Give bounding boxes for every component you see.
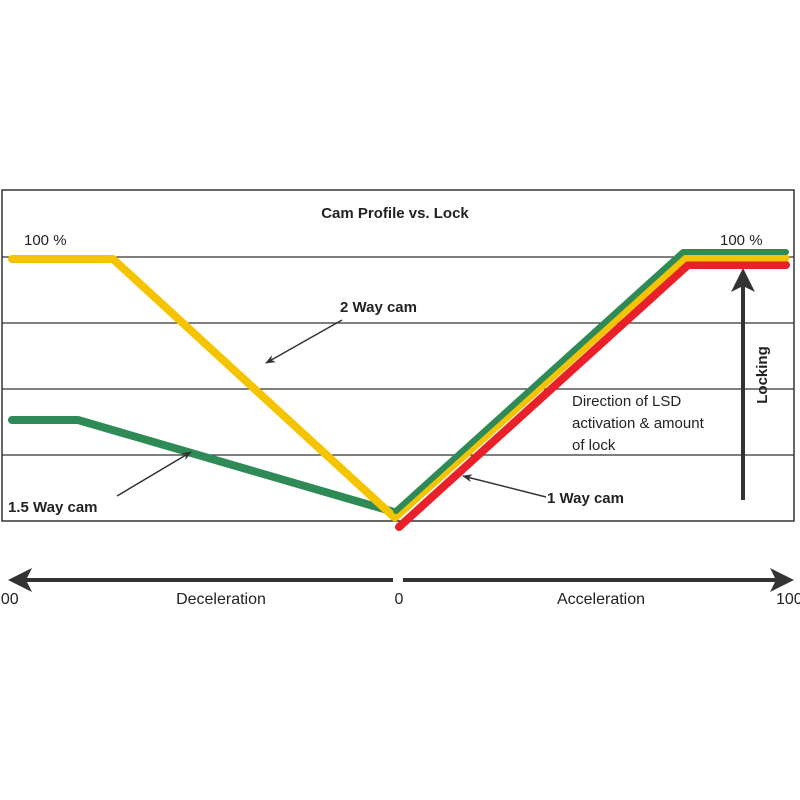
x-axis-right-end-label: 100: [776, 591, 800, 608]
two-way-cam-decel-line: [8, 255, 398, 521]
acceleration-label: Acceleration: [557, 591, 645, 608]
chart-title: Cam Profile vs. Lock: [321, 205, 469, 222]
direction-text-line-2: activation & amount: [572, 415, 705, 432]
gridlines: [2, 256, 794, 456]
direction-text-line-1: Direction of LSD: [572, 393, 681, 410]
two-way-cam-label: 2 Way cam: [340, 299, 417, 316]
direction-text-line-3: of lock: [572, 437, 616, 454]
left-100-percent-label: 100 %: [24, 232, 67, 249]
one-five-way-cam-label: 1.5 Way cam: [8, 499, 98, 516]
locking-label: Locking: [754, 346, 771, 404]
one-way-cam-accel-line: [395, 261, 790, 531]
one-five-way-cam-decel-line: [8, 416, 398, 516]
one-five-way-cam-pointer-arrow: [116, 451, 192, 497]
one-way-cam-pointer-arrow: [462, 474, 547, 498]
one-five-way-cam-accel-line: [393, 249, 789, 514]
two-way-cam-pointer-arrow: [265, 319, 343, 364]
right-100-percent-label: 100 %: [720, 232, 763, 249]
two-way-cam-accel-line: [391, 254, 790, 522]
x-axis-zero-label: 0: [395, 591, 404, 608]
x-axis-left-end-label: 100: [0, 591, 19, 608]
chart-frame: [1, 189, 795, 522]
deceleration-label: Deceleration: [176, 591, 266, 608]
one-way-cam-label: 1 Way cam: [547, 490, 624, 507]
